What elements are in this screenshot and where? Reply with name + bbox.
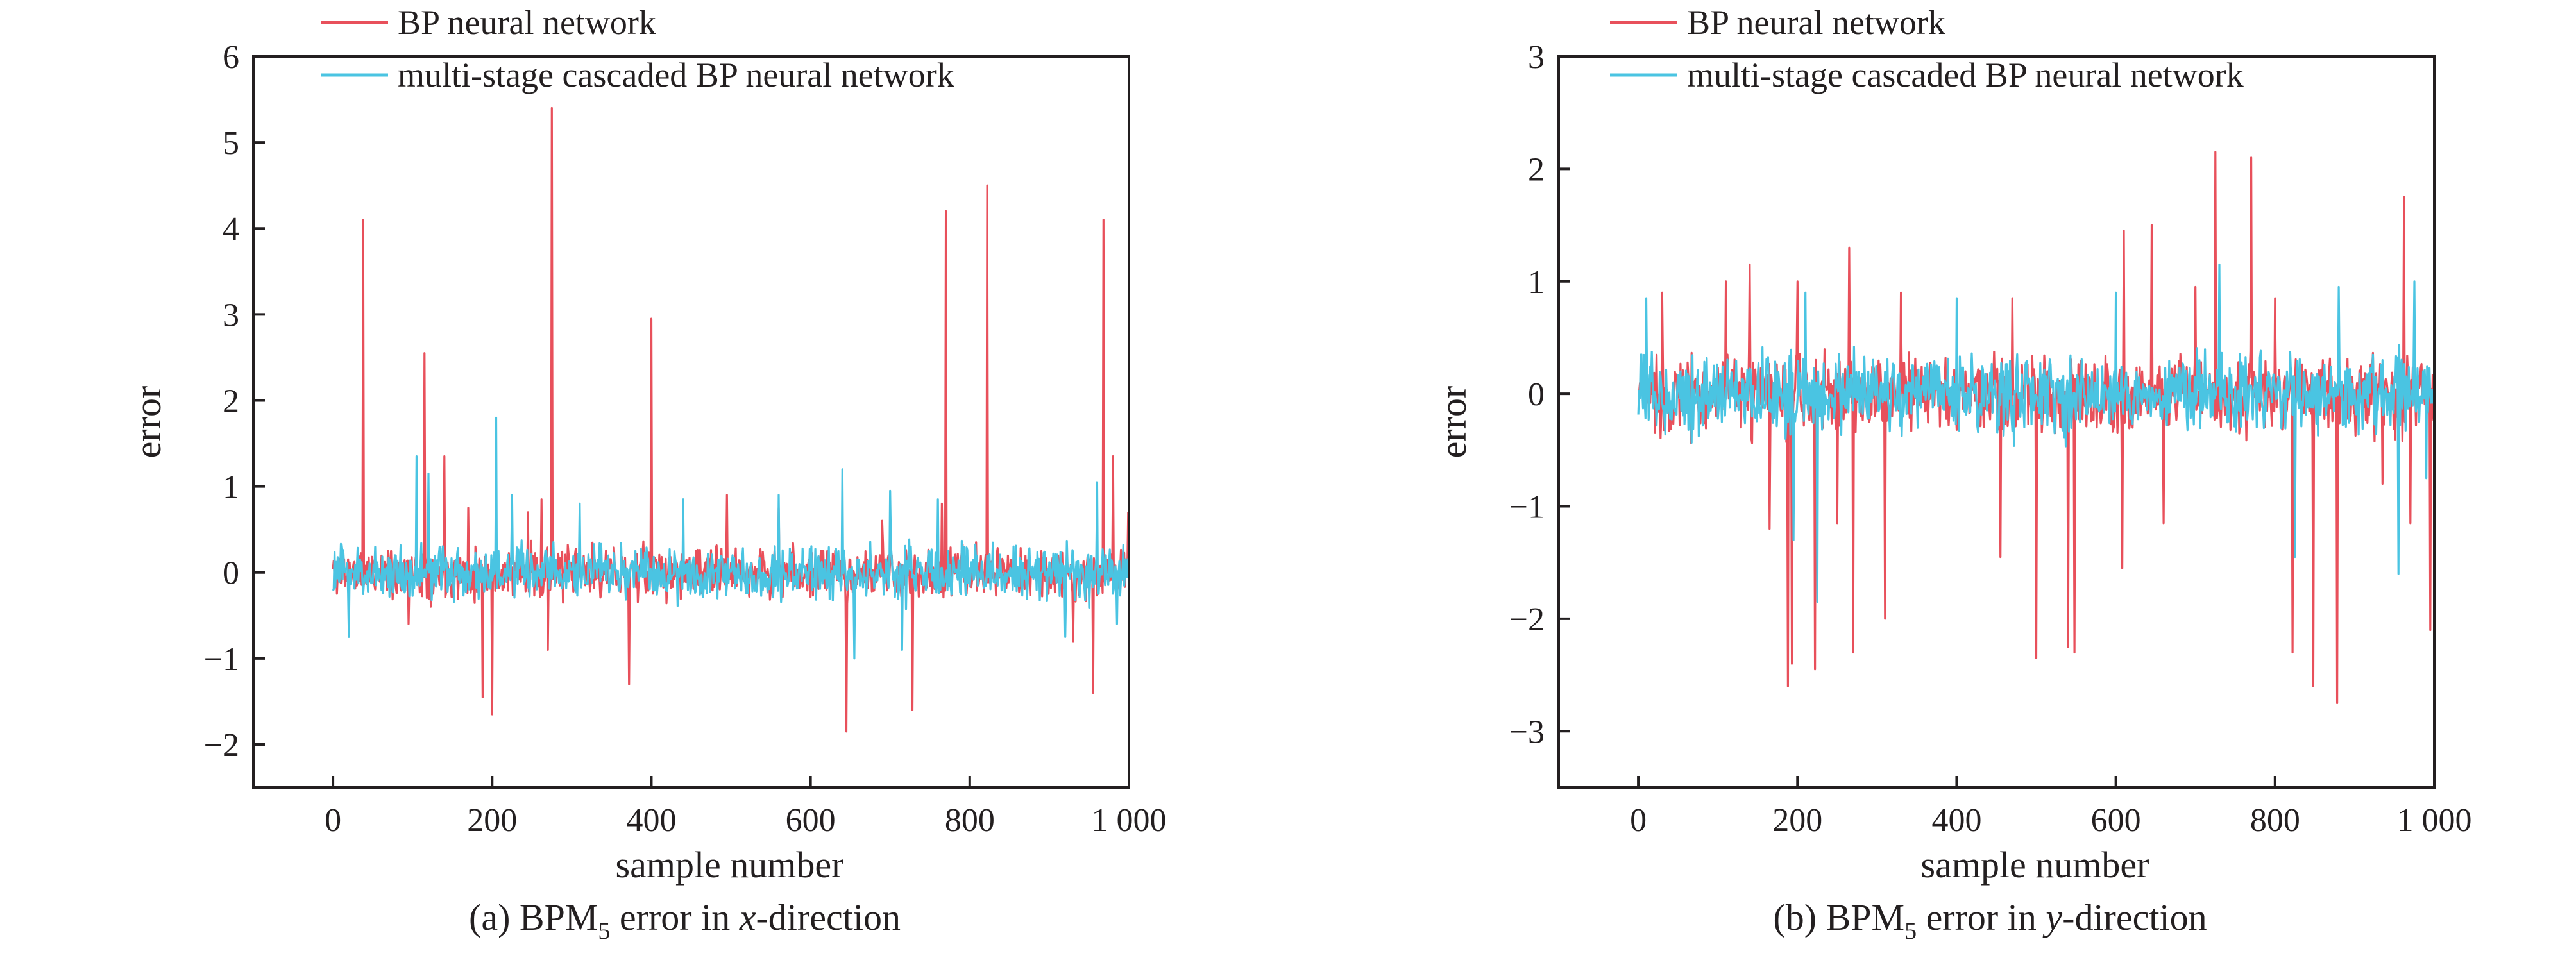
x-tick-label: 200 [1772, 802, 1822, 839]
caption-a-subscript: 5 [598, 918, 610, 945]
x-tick-label: 600 [2091, 802, 2141, 839]
y-tick-label: 2 [1528, 151, 1545, 188]
caption-a-prefix: (a) BPM [469, 896, 598, 938]
chart-panel-b: −3 −2 −1 0 1 2 3 0 200 400 600 800 1 000 error samp… [1432, 3, 2472, 945]
caption-a-suffix: -direction [756, 896, 900, 938]
x-axis-b: 0 200 400 600 800 1 000 [1630, 776, 2472, 839]
y-tick-label: 0 [223, 555, 239, 592]
y-tick-label: 1 [223, 469, 239, 506]
series-line-cascade-b [1637, 263, 2435, 603]
x-tick-label: 800 [945, 802, 995, 839]
caption-a-italic: x [739, 896, 756, 938]
y-tick-label: 2 [223, 383, 239, 419]
x-axis-label-b: sample number [1921, 844, 2149, 886]
y-axis-b: −3 −2 −1 0 1 2 3 [1509, 39, 1570, 750]
series-layer-a [332, 106, 1130, 733]
series-line-bp-b [1638, 151, 2435, 705]
legend-a: BP neural network multi-stage cascaded B… [321, 3, 954, 94]
x-axis-a: 0 200 400 600 800 1 000 [325, 776, 1167, 839]
y-tick-label: 1 [1528, 264, 1545, 301]
legend-label-cascade-a: multi-stage cascaded BP neural network [398, 56, 954, 94]
series-line-bp-a [332, 106, 1130, 733]
y-tick-label: −2 [204, 727, 239, 764]
caption-b-subscript: 5 [1904, 918, 1917, 945]
y-tick-label: 0 [1528, 376, 1545, 413]
plot-frame-a [252, 55, 1130, 789]
y-tick-label: −1 [1509, 489, 1545, 526]
caption-b-suffix: -direction [2062, 896, 2207, 938]
y-tick-label: 3 [223, 297, 239, 333]
caption-b-middle: error in [1917, 896, 2046, 938]
caption-a-middle: error in [610, 896, 739, 938]
legend-label-bp-a: BP neural network [398, 3, 656, 42]
x-tick-label: 600 [786, 802, 836, 839]
x-tick-label: 800 [2250, 802, 2300, 839]
caption-b-italic: y [2042, 896, 2062, 938]
caption-b: (b) BPM5 error in y-direction [1773, 896, 2207, 945]
x-tick-label: 0 [325, 802, 341, 839]
series-line-cascade-a [332, 416, 1130, 660]
y-tick-label: 5 [223, 125, 239, 162]
x-tick-label: 1 000 [2397, 802, 2472, 839]
caption-a: (a) BPM5 error in x-direction [469, 896, 901, 945]
y-tick-label: 4 [223, 211, 239, 248]
x-tick-label: 200 [467, 802, 517, 839]
y-tick-label: −1 [204, 641, 239, 678]
x-tick-label: 0 [1630, 802, 1647, 839]
y-axis-label-a: error [127, 386, 169, 458]
y-tick-label: −3 [1509, 714, 1545, 750]
x-tick-label: 400 [1931, 802, 1981, 839]
x-tick-label: 400 [626, 802, 676, 839]
x-axis-label-a: sample number [616, 844, 844, 886]
caption-b-prefix: (b) BPM [1773, 896, 1904, 938]
legend-b: BP neural network multi-stage cascaded B… [1610, 3, 2244, 94]
y-axis-a: −2 −1 0 1 2 3 4 5 6 [204, 39, 265, 764]
y-tick-label: 3 [1528, 39, 1545, 76]
chart-panel-a: −2 −1 0 1 2 3 4 5 6 0 200 400 600 800 1 000 error sam… [127, 3, 1167, 945]
y-tick-label: 6 [223, 39, 239, 76]
y-axis-label-b: error [1432, 386, 1474, 458]
legend-label-bp-b: BP neural network [1687, 3, 1945, 42]
y-tick-label: −2 [1509, 601, 1545, 638]
series-layer-b [1637, 151, 2435, 705]
x-tick-label: 1 000 [1092, 802, 1167, 839]
legend-label-cascade-b: multi-stage cascaded BP neural network [1687, 56, 2244, 94]
plot-frame-b [1557, 55, 2436, 789]
